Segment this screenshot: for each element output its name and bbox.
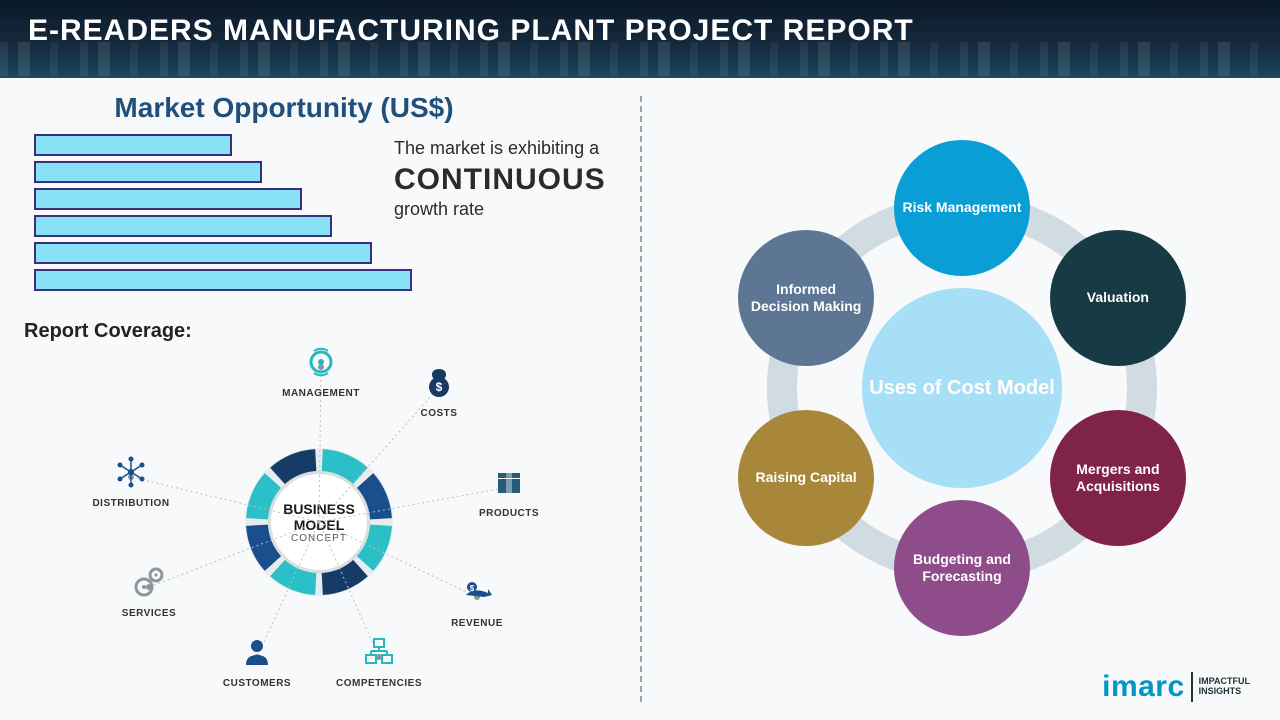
market-bar — [34, 269, 412, 291]
coverage-icon — [492, 465, 526, 499]
coverage-node-label: DISTRIBUTION — [76, 498, 186, 509]
market-bar — [34, 242, 372, 264]
coverage-node: COMPETENCIES — [324, 635, 434, 689]
logo-tagline: IMPACTFUL INSIGHTS — [1199, 677, 1250, 697]
growth-line3: growth rate — [394, 199, 606, 220]
brand-logo: imarc IMPACTFUL INSIGHTS — [1102, 670, 1250, 704]
growth-text: The market is exhibiting a CONTINUOUS gr… — [394, 138, 606, 220]
coverage-node: SERVICES — [94, 565, 204, 619]
coverage-node: $ REVENUE — [422, 575, 532, 629]
coverage-icon: $ — [460, 575, 494, 609]
business-model-diagram: BUSINESS MODEL CONCEPT MANAGEMENT$COSTSP… — [24, 337, 604, 687]
growth-line2: CONTINUOUS — [394, 163, 606, 197]
coverage-node: DISTRIBUTION — [76, 455, 186, 509]
logo-tag2: INSIGHTS — [1199, 687, 1250, 697]
coverage-node: PRODUCTS — [454, 465, 564, 519]
coverage-icon — [114, 455, 148, 489]
header-banner: E-READERS MANUFACTURING PLANT PROJECT RE… — [0, 0, 1280, 78]
coverage-node-label: MANAGEMENT — [266, 388, 376, 399]
market-bar — [34, 161, 262, 183]
coverage-node: $ COSTS — [384, 365, 494, 419]
svg-text:$: $ — [436, 380, 443, 394]
coverage-node-label: COSTS — [384, 408, 494, 419]
cost-model-node: Risk Management — [894, 140, 1030, 276]
market-bar — [34, 215, 332, 237]
cost-model-center: Uses of Cost Model — [862, 288, 1062, 488]
coverage-node-label: PRODUCTS — [454, 508, 564, 519]
coverage-icon — [304, 345, 338, 379]
market-bar — [34, 188, 302, 210]
coverage-node-label: COMPETENCIES — [324, 678, 434, 689]
market-opportunity-title: Market Opportunity (US$) — [64, 92, 504, 124]
logo-text: imarc — [1102, 670, 1185, 704]
coverage-node-label: REVENUE — [422, 618, 532, 629]
cost-model-node: Mergers and Acquisitions — [1050, 410, 1186, 546]
coverage-node-label: SERVICES — [94, 608, 204, 619]
coverage-node: CUSTOMERS — [202, 635, 312, 689]
right-panel: Risk ManagementValuation Mergers and Acqu… — [642, 78, 1280, 720]
coverage-node: MANAGEMENT — [266, 345, 376, 399]
svg-text:$: $ — [470, 584, 475, 593]
cost-model-node: Raising Capital — [738, 410, 874, 546]
growth-line1: The market is exhibiting a — [394, 138, 606, 159]
logo-divider — [1191, 672, 1193, 702]
coverage-icon — [132, 565, 166, 599]
coverage-icon: $ — [422, 365, 456, 399]
left-panel: Market Opportunity (US$) The market is e… — [0, 78, 640, 720]
coverage-icon — [362, 635, 396, 669]
coverage-node-label: CUSTOMERS — [202, 678, 312, 689]
cost-model-node: Budgeting and Forecasting — [894, 500, 1030, 636]
market-bar-chart: The market is exhibiting a CONTINUOUS gr… — [24, 134, 620, 304]
market-bar — [34, 134, 232, 156]
content-area: Market Opportunity (US$) The market is e… — [0, 78, 1280, 720]
coverage-icon — [240, 635, 274, 669]
cost-model-node: Informed Decision Making — [738, 230, 874, 366]
cost-model-center-label: Uses of Cost Model — [869, 375, 1055, 401]
skyline-decoration — [0, 42, 1280, 76]
cost-model-node: Valuation — [1050, 230, 1186, 366]
